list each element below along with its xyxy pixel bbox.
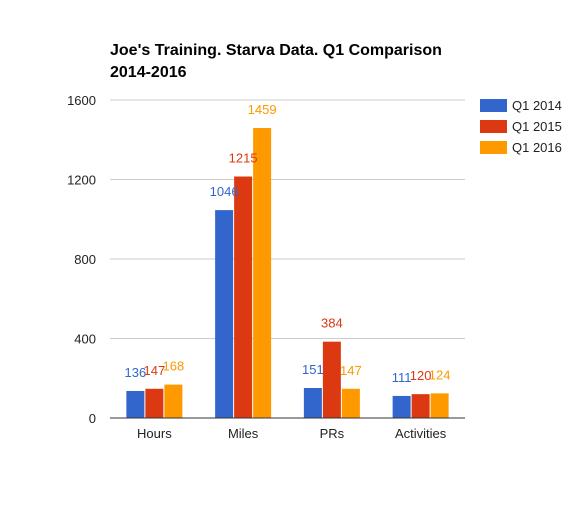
data-label-hours-series-1: 147 [144, 363, 166, 378]
chart-title-line-1: Joe's Training. Starva Data. Q1 Comparis… [110, 42, 442, 59]
y-tick-label-4: 1600 [67, 93, 96, 108]
legend: Q1 2014 Q1 2015 Q1 2016 [480, 98, 562, 155]
bar-miles-series-2 [253, 128, 272, 418]
chart-title: Joe's Training. Starva Data. Q1 Comparis… [110, 42, 442, 81]
data-label-prs-series-1: 384 [321, 316, 343, 331]
data-label-miles-series-1: 1215 [229, 151, 258, 166]
bar-hours-series-2 [164, 384, 183, 418]
category-label-0: Hours [137, 426, 172, 441]
legend-swatch-2 [480, 141, 507, 154]
chart-title-line-2: 2014-2016 [110, 64, 187, 81]
bar-prs-series-2 [341, 388, 360, 418]
data-label-prs-series-2: 147 [340, 363, 362, 378]
bar-prs-series-1 [322, 341, 341, 418]
data-label-miles-series-0: 1046 [210, 184, 239, 199]
bar-miles-series-1 [234, 176, 253, 418]
legend-label-0: Q1 2014 [512, 98, 562, 113]
x-axis-categories: Hours Miles PRs Activities [137, 426, 447, 441]
bar-hours-series-0 [126, 390, 145, 418]
data-label-activities-series-0: 111 [392, 370, 412, 385]
data-label-activities-series-2: 124 [429, 367, 451, 382]
y-tick-label-2: 800 [74, 252, 96, 267]
legend-swatch-1 [480, 120, 507, 133]
y-tick-label-3: 1200 [67, 173, 96, 188]
data-label-miles-series-2: 1459 [248, 102, 277, 117]
gridlines [110, 99, 465, 339]
legend-swatch-0 [480, 99, 507, 112]
legend-label-2: Q1 2016 [512, 140, 562, 155]
data-label-hours-series-0: 136 [125, 365, 147, 380]
category-label-3: Activities [395, 426, 447, 441]
category-label-1: Miles [228, 426, 259, 441]
bar-activities-series-0 [392, 395, 411, 418]
data-label-hours-series-2: 168 [163, 359, 185, 374]
legend-label-1: Q1 2015 [512, 119, 562, 134]
y-tick-label-0: 0 [89, 411, 96, 426]
bar-activities-series-1 [411, 394, 430, 418]
y-axis-ticks: 0 400 800 1200 1600 [67, 93, 96, 426]
category-label-2: PRs [320, 426, 345, 441]
y-tick-label-1: 400 [74, 332, 96, 347]
bar-prs-series-0 [303, 387, 322, 418]
bar-hours-series-1 [145, 388, 164, 418]
data-label-activities-series-1: 120 [410, 368, 432, 383]
data-label-prs-series-0: 151 [302, 362, 324, 377]
bars [126, 128, 449, 418]
bar-activities-series-2 [430, 393, 449, 418]
bar-miles-series-0 [215, 210, 234, 418]
